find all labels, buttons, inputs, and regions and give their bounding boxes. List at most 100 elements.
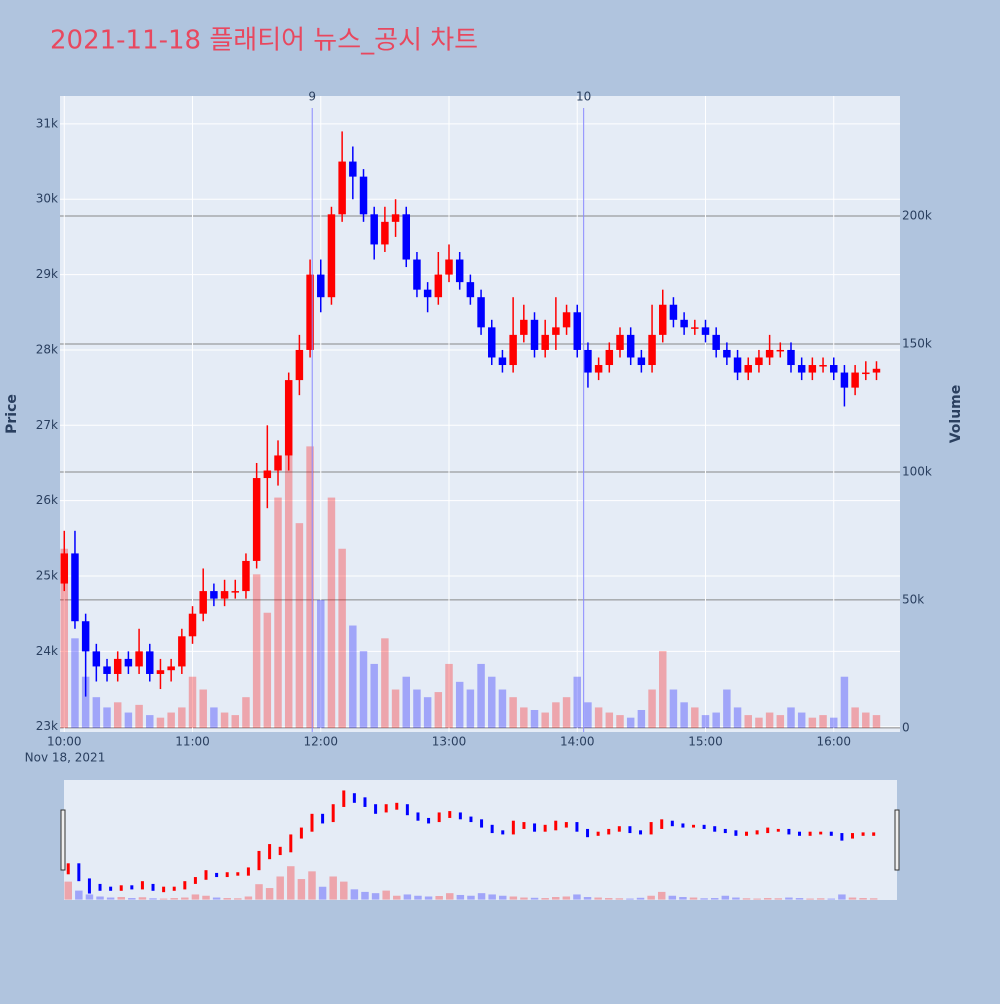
volume-bar: [498, 689, 507, 728]
candle-body: [733, 357, 742, 373]
slider-volume-bar: [594, 897, 602, 900]
y-tick-label: 26k: [36, 493, 58, 507]
volume-bar: [830, 717, 838, 728]
slider-volume-bar: [287, 866, 295, 900]
volume-bar: [872, 715, 881, 728]
volume-bar: [541, 712, 549, 728]
slider-volume-bar: [509, 896, 518, 900]
y-tick-label: 25k: [36, 569, 58, 583]
candle-body: [701, 327, 710, 335]
slider-volume-bar: [859, 898, 867, 900]
y-tick-label: 27k: [36, 418, 58, 432]
volume-bar: [659, 651, 667, 728]
candle-body: [862, 372, 870, 375]
candle-body: [680, 319, 688, 328]
candle-body: [712, 334, 720, 350]
candle-body: [306, 274, 314, 350]
slider-volume-bar: [774, 898, 783, 900]
slider-volume-bar: [276, 876, 284, 900]
x-tick-label: 13:00: [432, 735, 467, 749]
y-axis-title: Price: [4, 394, 20, 434]
volume-bar: [156, 717, 165, 728]
candle-body: [413, 259, 421, 290]
slider-volume-bar: [117, 897, 125, 900]
slider-volume-bar: [371, 893, 380, 900]
volume-bar: [188, 676, 197, 728]
candle-body: [594, 365, 603, 373]
slider-volume-bar: [530, 897, 539, 900]
candle-body: [530, 319, 539, 350]
candle-body: [669, 304, 678, 320]
volume-bar: [92, 697, 101, 728]
y2-tick-label: 150k: [902, 337, 932, 351]
slider-handle[interactable]: [894, 809, 900, 871]
volume-bar: [327, 497, 336, 728]
volume-bar: [178, 707, 186, 728]
slider-volume-bar: [869, 898, 878, 900]
slider-volume-bar: [308, 871, 316, 900]
candle-body: [81, 621, 90, 652]
candle-body: [370, 214, 378, 245]
volume-bar: [616, 715, 624, 728]
candle-body: [819, 365, 827, 367]
candle-body: [199, 591, 207, 614]
range-slider[interactable]: [64, 780, 897, 900]
slider-volume-bar: [191, 894, 200, 900]
slider-volume-bar: [668, 895, 677, 900]
candle-body: [787, 349, 795, 366]
candle-body: [509, 334, 517, 366]
volume-bar: [680, 702, 688, 728]
volume-bar: [413, 689, 421, 728]
slider-volume-bar: [75, 890, 83, 900]
slider-volume-bar: [499, 895, 507, 900]
slider-handle[interactable]: [60, 809, 66, 871]
slider-volume-bar: [96, 896, 104, 900]
slider-volume-bar: [234, 898, 242, 900]
slider-volume-bar: [604, 898, 613, 900]
volume-bar: [776, 715, 785, 728]
candle-body: [755, 357, 763, 366]
volume-bar: [295, 523, 304, 728]
slider-volume-bar: [626, 898, 634, 900]
candle-body: [797, 365, 806, 373]
volume-bar: [124, 712, 133, 728]
candle-body: [423, 289, 432, 298]
volume-bar: [231, 715, 240, 728]
volume-bar: [765, 712, 774, 728]
volume-bar: [520, 707, 528, 728]
slider-volume-bar: [742, 898, 751, 900]
volume-bar: [562, 697, 571, 728]
candle-body: [477, 297, 485, 328]
slider-volume-bar: [340, 881, 348, 900]
slider-volume-bar: [679, 897, 687, 900]
volume-bar: [71, 638, 79, 728]
candle-body: [851, 372, 859, 388]
candle-body: [455, 259, 464, 283]
volume-bar: [691, 707, 699, 728]
volume-bar: [338, 548, 346, 728]
slider-volume-bar: [265, 888, 274, 900]
volume-bar: [701, 715, 710, 728]
candle-body: [466, 282, 475, 298]
x-tick-label: 14:00: [560, 735, 595, 749]
volume-bar: [669, 689, 678, 728]
candle-body: [242, 560, 250, 592]
candle-body: [284, 380, 293, 456]
volume-bar: [445, 663, 453, 728]
candle-body: [744, 365, 752, 373]
candle-body: [616, 334, 624, 350]
candle-body: [338, 161, 346, 215]
slider-volume-bar: [827, 898, 836, 900]
volume-bar: [252, 574, 261, 728]
volume-bar: [808, 717, 817, 728]
x-tick-label: 10:00: [47, 735, 82, 749]
slider-volume-bar: [456, 894, 465, 900]
candle-body: [220, 591, 229, 599]
volume-bar: [584, 702, 592, 728]
slider-volume-bar: [583, 897, 592, 900]
candle-body: [295, 349, 304, 381]
slider-volume-bar: [170, 898, 178, 900]
slider-volume-bar: [393, 895, 401, 900]
slider-volume-bar: [212, 897, 221, 900]
candle-body: [188, 613, 197, 637]
